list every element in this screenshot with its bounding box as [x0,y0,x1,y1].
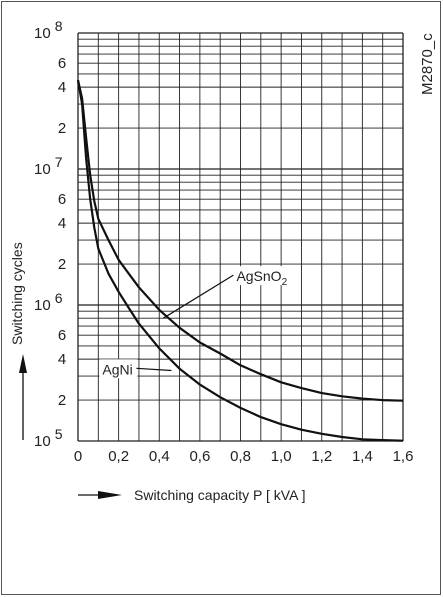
figure-code-label: M2870_c [419,33,436,95]
x-tick-label: 1,4 [352,448,373,465]
y-axis-arrow-head [19,354,27,373]
y-tick-label: 10 7 [34,154,63,178]
y-tick-label: 6 [58,327,66,344]
y-tick-label: 6 [58,191,66,208]
x-tick-label: 0,6 [189,448,210,465]
x-tick-label: 1,2 [311,448,332,465]
x-tick-label: 0,2 [108,448,129,465]
x-axis-label: Switching capacity P [ kVA ] [134,487,305,503]
y-tick-label: 4 [58,215,66,232]
y-tick-label: 4 [58,351,66,368]
y-axis-label: Switching cycles [9,242,25,345]
y-tick-label: 2 [58,392,66,409]
x-tick-label: 0,4 [149,448,170,465]
y-tick-label: 2 [58,256,66,273]
y-tick-label: 6 [58,55,66,72]
y-tick-label: 4 [58,79,66,96]
series-label-leader [163,275,233,318]
x-tick-label: 1,0 [271,448,292,465]
series-label-leader [136,368,171,370]
x-axis-arrow-head [98,491,122,499]
x-tick-label: 0,8 [230,448,251,465]
series-label: AgNi [102,361,132,377]
x-tick-label: 0 [74,448,82,465]
y-tick-label: 2 [58,120,66,137]
y-tick-label: 10 6 [34,290,63,314]
y-tick-label: 10 8 [34,18,63,42]
y-tick-label: 10 5 [34,426,63,450]
x-tick-label: 1,6 [393,448,414,465]
